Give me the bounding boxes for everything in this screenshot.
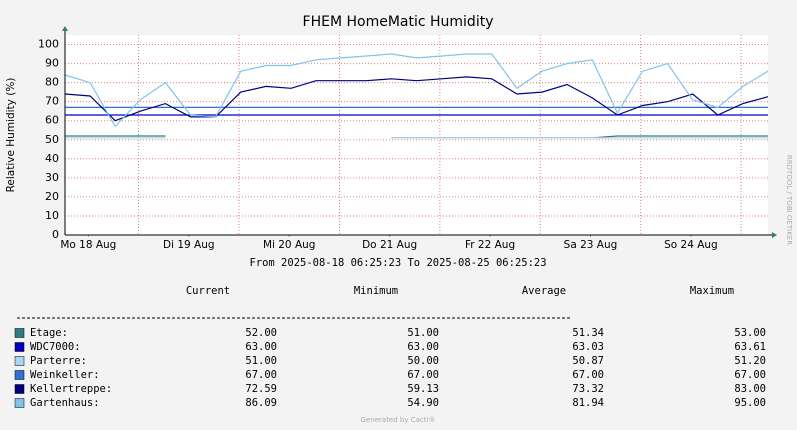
x-tick-label: Do 21 Aug (362, 239, 417, 251)
legend-name: Weinkeller: (30, 369, 100, 381)
series-line (64, 53, 769, 128)
y-tick-label: 100 (38, 38, 59, 51)
legend-stat: 59.13 (407, 383, 439, 395)
legend-stat: 67.00 (245, 369, 277, 381)
legend-stat: 51.00 (407, 327, 439, 339)
x-tick-label: Mi 20 Aug (263, 239, 316, 251)
legend-header: Current (186, 285, 230, 297)
period-label: From 2025-08-18 06:25:23 To 2025-08-25 0… (249, 257, 546, 269)
legend-stat: 63.03 (572, 341, 604, 353)
legend-stat: 52.00 (245, 327, 277, 339)
legend-header: Minimum (354, 285, 398, 297)
legend-stat: 51.34 (572, 327, 604, 339)
legend-stat: 51.20 (734, 355, 766, 367)
y-tick-label: 30 (45, 171, 59, 184)
legend-stat: 83.00 (734, 383, 766, 395)
x-tick-label: Fr 22 Aug (465, 239, 515, 251)
legend-stat: 63.00 (407, 341, 439, 353)
legend-header: Maximum (690, 285, 734, 297)
legend-stat: 50.00 (407, 355, 439, 367)
y-tick-label: 70 (45, 95, 59, 108)
legend-swatch (14, 398, 25, 408)
x-tick-label: Di 19 Aug (163, 239, 215, 251)
x-tick-label: Mo 18 Aug (60, 239, 116, 251)
y-tick-label: 90 (45, 57, 59, 70)
y-axis-label: Relative Humidity (%) (5, 78, 17, 193)
legend-stat: 67.00 (407, 369, 439, 381)
legend-name: Parterre: (30, 355, 87, 367)
legend-swatch (14, 328, 25, 338)
legend-stat: 51.00 (245, 355, 277, 367)
legend-stat: 63.00 (245, 341, 277, 353)
legend-header: Average (522, 285, 566, 297)
y-tick-label: 80 (45, 76, 59, 89)
y-tick-label: 60 (45, 114, 59, 127)
legend-stat: 67.00 (734, 369, 766, 381)
legend-stat: 95.00 (734, 397, 766, 409)
legend-swatch (14, 342, 25, 352)
legend-swatch (14, 384, 25, 394)
footer: Generated by Cacti® (361, 416, 436, 424)
legend-stat: 86.09 (245, 397, 277, 409)
legend-name: Etage: (30, 327, 68, 339)
legend-stat: 53.00 (734, 327, 766, 339)
legend-name: WDC7000: (30, 341, 81, 353)
legend-stat: 63.61 (734, 341, 766, 353)
y-tick-label: 50 (45, 133, 59, 146)
series-line (64, 76, 769, 122)
y-tick-label: 40 (45, 152, 59, 165)
y-tick-label: 20 (45, 190, 59, 203)
legend-stat: 81.94 (572, 397, 604, 409)
legend-stat: 72.59 (245, 383, 277, 395)
x-tick-label: Sa 23 Aug (564, 239, 618, 251)
legend-swatch (14, 356, 25, 366)
legend-stat: 73.32 (572, 383, 604, 395)
legend-stat: 54.90 (407, 397, 439, 409)
legend-stat: 50.87 (572, 355, 604, 367)
legend-name: Gartenhaus: (30, 397, 100, 409)
legend-swatch (14, 370, 25, 380)
x-tick-label: So 24 Aug (664, 239, 718, 251)
watermark: RRDTOOL / TOBI OETIKER (785, 155, 793, 245)
y-tick-label: 10 (45, 209, 59, 222)
legend-name: Kellertreppe: (30, 383, 112, 395)
chart-title: FHEM HomeMatic Humidity (303, 14, 494, 30)
y-tick-label: 0 (52, 228, 59, 241)
legend-stat: 67.00 (572, 369, 604, 381)
